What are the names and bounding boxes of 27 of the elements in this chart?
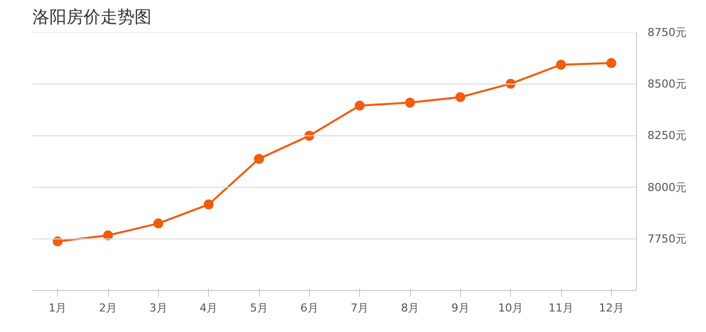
x-tick-label: 4月 — [200, 302, 218, 314]
x-tick-label: 3月 — [149, 302, 168, 314]
point — [354, 100, 365, 111]
point — [405, 98, 415, 108]
y-tick-label: 8500元 — [648, 78, 686, 91]
x-tick-label: 6月 — [300, 302, 318, 314]
point — [606, 58, 616, 68]
x-tick-label: 7月 — [350, 302, 369, 314]
x-tick-label: 11月 — [548, 302, 574, 314]
point — [455, 92, 466, 102]
point — [153, 218, 164, 228]
x-tick-label: 12月 — [598, 302, 624, 314]
x-tick-label: 9月 — [451, 302, 470, 314]
y-tick-label: 7750元 — [648, 232, 686, 246]
x-tick-label: 5月 — [250, 302, 268, 314]
x-tick-label: 1月 — [48, 302, 67, 314]
y-tick-label: 8000元 — [648, 180, 686, 194]
y-tick-label: 8750元 — [648, 26, 686, 39]
point — [254, 154, 264, 164]
x-tick-label: 10月 — [498, 302, 524, 314]
x-tick-label: 2月 — [99, 302, 117, 314]
point — [204, 199, 214, 210]
y-tick-label: 8250元 — [648, 129, 686, 142]
point — [556, 60, 566, 70]
x-tick-label: 8月 — [401, 302, 419, 314]
point — [103, 230, 113, 240]
chart-title: 洛阳房价走势图 — [32, 8, 152, 28]
